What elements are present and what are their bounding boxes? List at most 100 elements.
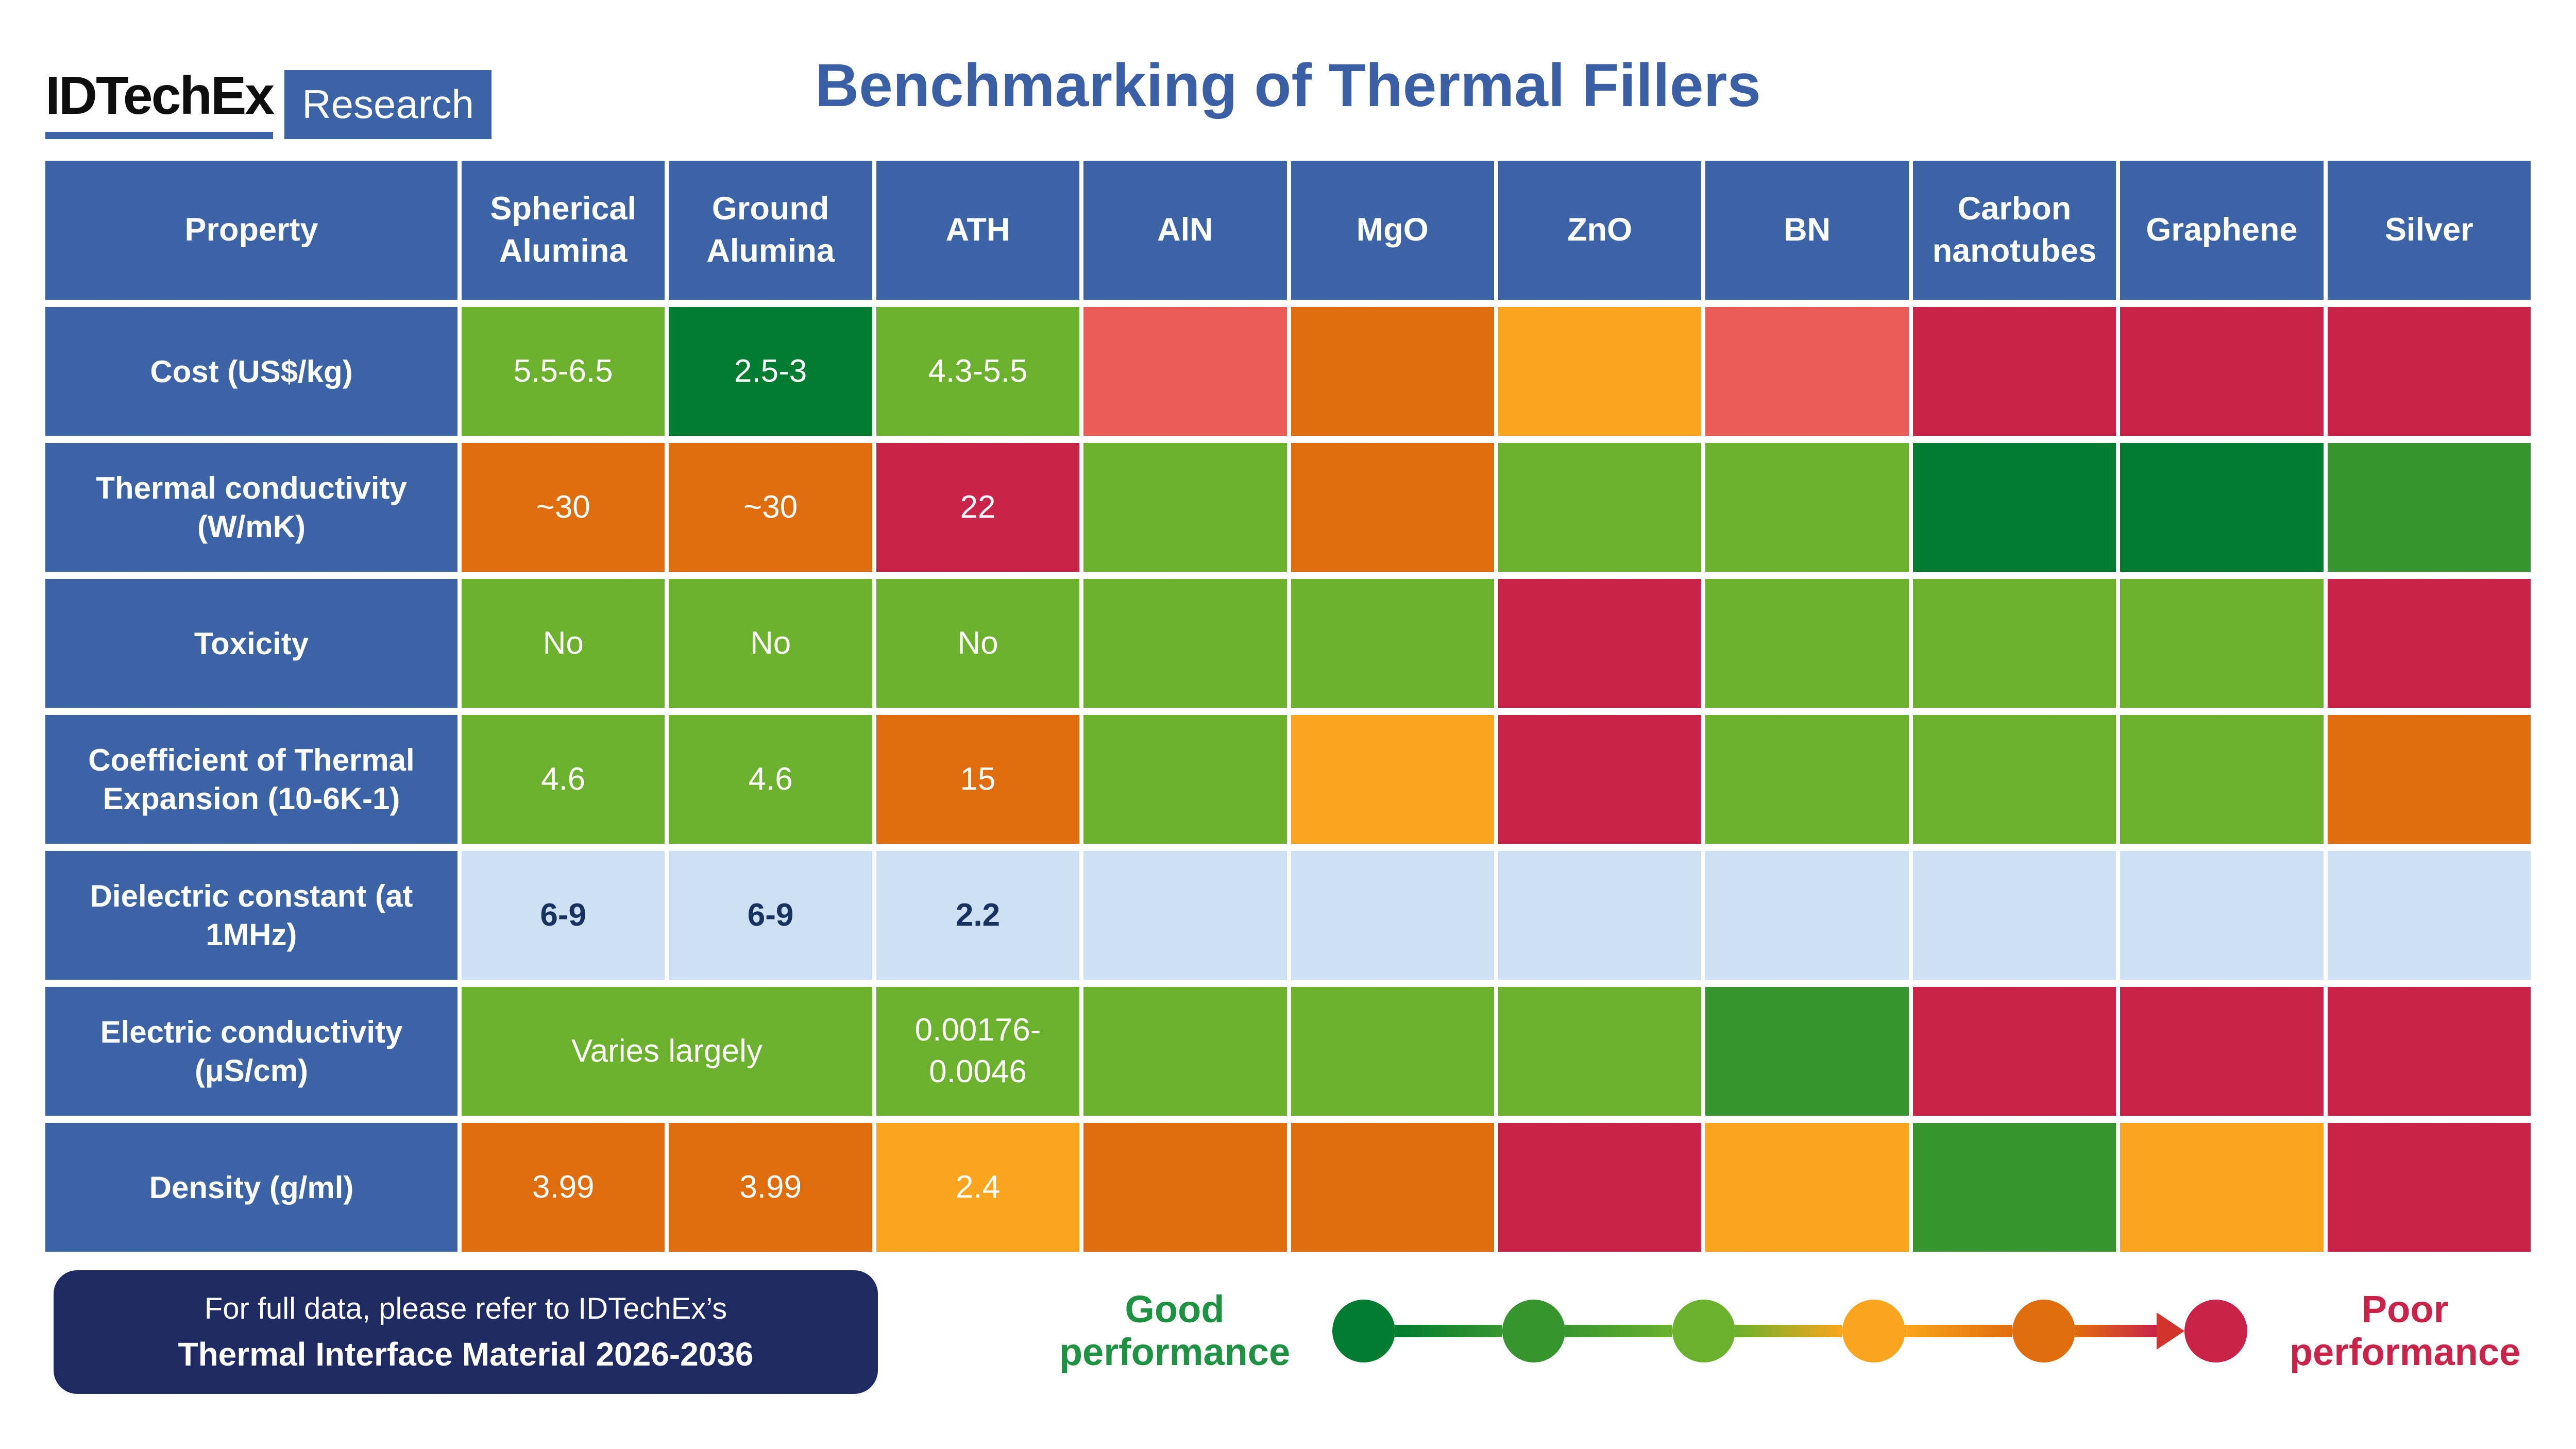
heatmap-cell-toxicity-6 [1705, 579, 1909, 708]
row-label-thermal-conductivity-w-mk: Thermal conductivity (W/mK) [45, 443, 457, 572]
heatmap-cell-thermal-conductivity-w-mk-0: ~30 [462, 443, 665, 572]
heatmap-cell-electric-conductivity-s-cm-5 [1705, 987, 1909, 1116]
heatmap-cell-dielectric-constant-at-1mhz-3 [1083, 851, 1287, 980]
row-label-dielectric-constant-at-1mhz: Dielectric constant (at 1MHz) [45, 851, 457, 980]
heatmap-cell-density-g-ml-3 [1083, 1123, 1287, 1252]
column-header-aln: AlN [1083, 161, 1287, 300]
performance-dot-green-medium [1502, 1300, 1565, 1362]
heatmap-cell-cost-us-kg-0: 5.5-6.5 [462, 307, 665, 436]
heatmap-cell-coefficient-of-thermal-expansion-10-6k-1-4 [1291, 715, 1494, 844]
heatmap-cell-density-g-ml-8 [2120, 1123, 2324, 1252]
heatmap-cell-toxicity-8 [2120, 579, 2324, 708]
page-title: Benchmarking of Thermal Fillers [815, 52, 1761, 120]
row-label-toxicity: Toxicity [45, 579, 457, 708]
heatmap-cell-dielectric-constant-at-1mhz-8 [2120, 851, 2324, 980]
heatmap-cell-electric-conductivity-s-cm-7 [2120, 987, 2324, 1116]
heatmap-cell-electric-conductivity-s-cm-1: 0.00176-0.0046 [876, 987, 1080, 1116]
heatmap-cell-density-g-ml-7 [1912, 1123, 2116, 1252]
logo-brand-text: IDTechEx [45, 66, 275, 126]
legend-connector-3 [1905, 1325, 2012, 1337]
heatmap-cell-coefficient-of-thermal-expansion-10-6k-1-3 [1083, 715, 1287, 844]
heatmap-cell-toxicity-1: No [669, 579, 872, 708]
heatmap-cell-dielectric-constant-at-1mhz-5 [1498, 851, 1702, 980]
legend-connector-2 [1735, 1325, 1842, 1337]
column-header-ath: ATH [876, 161, 1080, 300]
heatmap-cell-cost-us-kg-8 [2120, 307, 2324, 436]
logo-research-badge: Research [284, 70, 492, 139]
column-header-silver: Silver [2327, 161, 2531, 300]
heatmap-cell-toxicity-4 [1291, 579, 1494, 708]
heatmap-cell-electric-conductivity-s-cm-6 [1912, 987, 2116, 1116]
heatmap-cell-thermal-conductivity-w-mk-3 [1083, 443, 1287, 572]
heatmap-cell-thermal-conductivity-w-mk-7 [1912, 443, 2116, 572]
heatmap-cell-dielectric-constant-at-1mhz-1: 6-9 [669, 851, 872, 980]
column-header-carbon-nanotubes: Carbon nanotubes [1912, 161, 2116, 300]
legend-connector-1 [1565, 1325, 1672, 1337]
heatmap-cell-thermal-conductivity-w-mk-9 [2327, 443, 2531, 572]
heatmap-cell-dielectric-constant-at-1mhz-4 [1291, 851, 1494, 980]
heatmap-cell-cost-us-kg-2: 4.3-5.5 [876, 307, 1080, 436]
poor-performance-label: Poor performance [2289, 1288, 2521, 1373]
heatmap-cell-thermal-conductivity-w-mk-6 [1705, 443, 1909, 572]
footer-note-line1: For full data, please refer to IDTechEx’… [204, 1291, 727, 1325]
heatmap-cell-density-g-ml-5 [1498, 1123, 1702, 1252]
heatmap-cell-toxicity-9 [2327, 579, 2531, 708]
column-header-ground-alumina: Ground Alumina [669, 161, 872, 300]
heatmap-cell-density-g-ml-4 [1291, 1123, 1494, 1252]
heatmap-cell-coefficient-of-thermal-expansion-10-6k-1-1: 4.6 [669, 715, 872, 844]
heatmap-cell-dielectric-constant-at-1mhz-7 [1912, 851, 2116, 980]
column-header-property: Property [45, 161, 457, 300]
heatmap-cell-toxicity-5 [1498, 579, 1702, 708]
heatmap-cell-thermal-conductivity-w-mk-8 [2120, 443, 2324, 572]
heatmap-cell-electric-conductivity-s-cm-8 [2327, 987, 2531, 1116]
footer-note: For full data, please refer to IDTechEx’… [54, 1270, 878, 1394]
column-header-zno: ZnO [1498, 161, 1702, 300]
heatmap-cell-toxicity-0: No [462, 579, 665, 708]
heatmap-cell-coefficient-of-thermal-expansion-10-6k-1-6 [1705, 715, 1909, 844]
heatmap-cell-cost-us-kg-3 [1083, 307, 1287, 436]
legend-connector-4 [2075, 1312, 2184, 1350]
heatmap-cell-electric-conductivity-s-cm-3 [1291, 987, 1494, 1116]
heatmap-cell-dielectric-constant-at-1mhz-2: 2.2 [876, 851, 1080, 980]
heatmap-cell-toxicity-7 [1912, 579, 2116, 708]
column-header-graphene: Graphene [2120, 161, 2324, 300]
column-header-spherical-alumina: Spherical Alumina [462, 161, 665, 300]
performance-dot-amber [1842, 1300, 1905, 1362]
row-label-density-g-ml: Density (g/ml) [45, 1123, 457, 1252]
heatmap-cell-cost-us-kg-1: 2.5-3 [669, 307, 872, 436]
heatmap-cell-electric-conductivity-s-cm-4 [1498, 987, 1702, 1116]
heatmap-cell-density-g-ml-2: 2.4 [876, 1123, 1080, 1252]
column-header-bn: BN [1705, 161, 1909, 300]
heatmap-cell-dielectric-constant-at-1mhz-0: 6-9 [462, 851, 665, 980]
legend-connector-bar [2075, 1325, 2157, 1337]
performance-legend: Good performance Poor performance [1036, 1268, 2544, 1394]
performance-dot-orange [2012, 1300, 2075, 1362]
heatmap-cell-density-g-ml-6 [1705, 1123, 1909, 1252]
good-performance-label: Good performance [1059, 1288, 1291, 1373]
heatmap-cell-coefficient-of-thermal-expansion-10-6k-1-5 [1498, 715, 1702, 844]
performance-dot-green-light [1672, 1300, 1735, 1362]
logo-brand-column: IDTechEx [45, 66, 275, 139]
heatmap-cell-density-g-ml-0: 3.99 [462, 1123, 665, 1252]
heatmap-cell-density-g-ml-1: 3.99 [669, 1123, 872, 1252]
arrowhead-icon [2157, 1312, 2184, 1350]
heatmap-cell-coefficient-of-thermal-expansion-10-6k-1-9 [2327, 715, 2531, 844]
heatmap-cell-toxicity-3 [1083, 579, 1287, 708]
heatmap-cell-thermal-conductivity-w-mk-5 [1498, 443, 1702, 572]
heatmap-cell-thermal-conductivity-w-mk-4 [1291, 443, 1494, 572]
heatmap-cell-cost-us-kg-6 [1705, 307, 1909, 436]
heatmap-cell-electric-conductivity-s-cm-2 [1083, 987, 1287, 1116]
performance-dot-crimson [2184, 1300, 2247, 1362]
row-label-coefficient-of-thermal-expansion-10-6k-1: Coefficient of Thermal Expansion (10-6K-… [45, 715, 457, 844]
benchmark-table: Property Spherical Alumina Ground Alumina A… [45, 161, 2531, 1252]
heatmap-cell-electric-conductivity-s-cm-0: Varies largely [462, 987, 872, 1116]
heatmap-cell-coefficient-of-thermal-expansion-10-6k-1-8 [2120, 715, 2324, 844]
heatmap-cell-cost-us-kg-7 [1912, 307, 2116, 436]
heatmap-cell-thermal-conductivity-w-mk-2: 22 [876, 443, 1080, 572]
heatmap-cell-coefficient-of-thermal-expansion-10-6k-1-2: 15 [876, 715, 1080, 844]
heatmap-cell-cost-us-kg-5 [1498, 307, 1702, 436]
logo-underline [45, 131, 274, 139]
heatmap-cell-dielectric-constant-at-1mhz-9 [2327, 851, 2531, 980]
heatmap-cell-cost-us-kg-9 [2327, 307, 2531, 436]
